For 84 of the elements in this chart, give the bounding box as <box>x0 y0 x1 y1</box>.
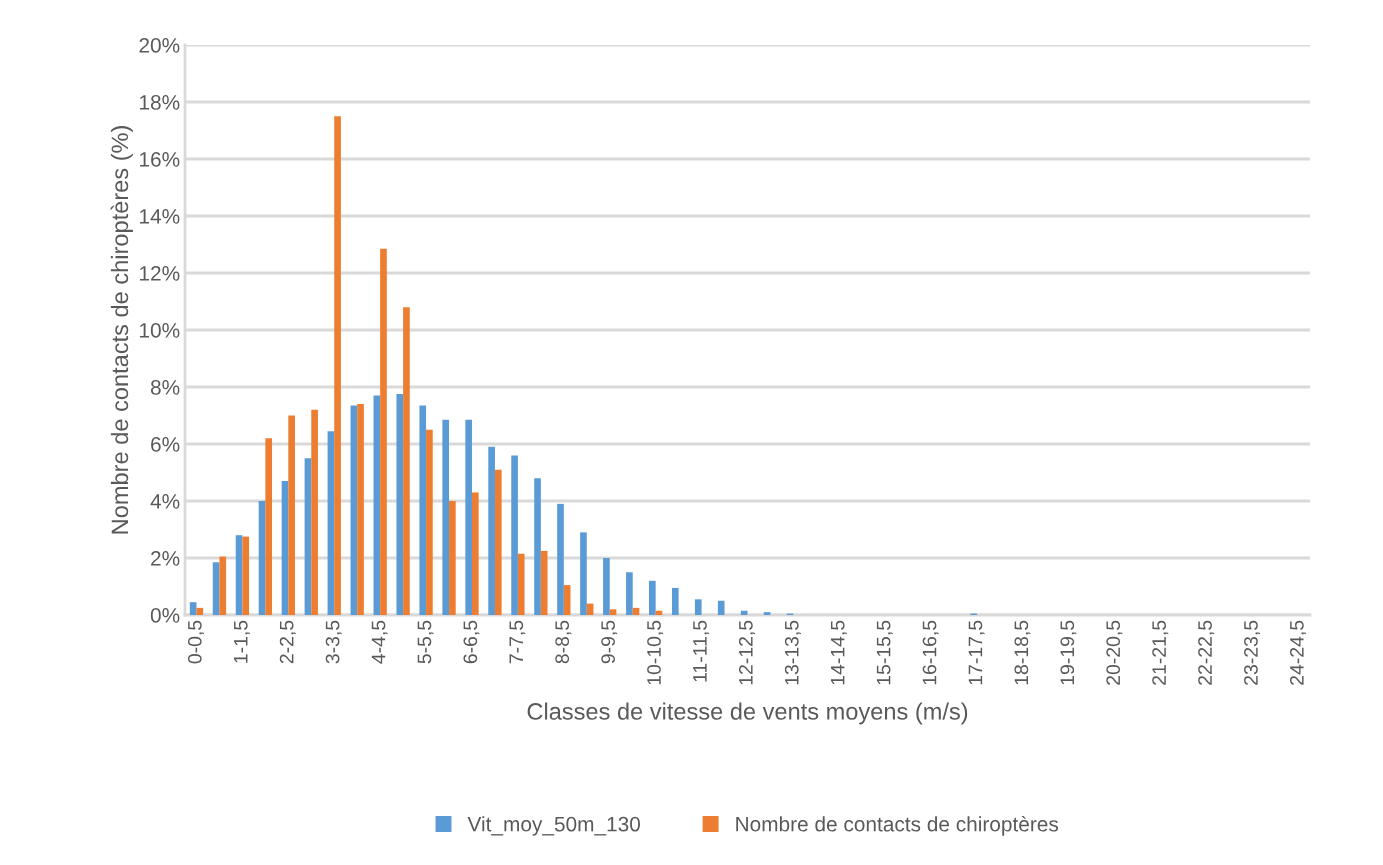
y-tick-label: 6% <box>151 437 180 452</box>
bar <box>219 556 227 615</box>
bar <box>557 503 564 615</box>
x-tick-label: 18-18,5 <box>1014 620 1031 685</box>
y-tick-label: 14% <box>140 209 180 224</box>
x-tick-label: 23-23,5 <box>1244 620 1261 685</box>
y-tick-label: 10% <box>140 323 180 338</box>
x-tick-label: 16-16,5 <box>922 620 939 685</box>
bar <box>671 587 679 615</box>
x-tick-label: 14-14,5 <box>830 620 847 685</box>
x-tick-label: 24-24,5 <box>1289 620 1307 685</box>
x-tick-label: 4-4,5 <box>371 620 388 664</box>
legend-label: Vit_moy_50m_130 <box>467 816 641 836</box>
x-tick-label: 15-15,5 <box>876 620 893 685</box>
y-tick-label: 12% <box>140 266 180 281</box>
x-tick-label: 6-6,5 <box>463 620 480 664</box>
bar <box>396 394 404 615</box>
bar <box>488 446 495 615</box>
x-tick-label: 3-3,5 <box>325 620 342 664</box>
bar <box>265 438 273 615</box>
bar <box>426 429 433 615</box>
bar <box>649 580 656 615</box>
x-tick-label: 0-0,5 <box>187 620 204 664</box>
bar <box>212 562 220 615</box>
y-axis-title: Nombre de contacts de chiroptères (%) <box>110 126 133 534</box>
x-tick-label: 9-9,5 <box>601 620 618 664</box>
bar <box>511 455 518 615</box>
x-tick-label: 11-11,5 <box>693 620 710 682</box>
bar <box>327 431 335 615</box>
bar <box>311 409 318 615</box>
y-tick-label: 16% <box>140 152 180 167</box>
bar <box>465 419 472 615</box>
bar <box>350 405 358 615</box>
bar <box>626 572 633 615</box>
bar <box>603 558 610 615</box>
bar <box>449 501 456 615</box>
y-tick-label: 0% <box>150 608 180 623</box>
bar <box>281 481 289 615</box>
x-tick-label: 13-13,5 <box>784 620 801 685</box>
bar <box>373 395 381 615</box>
legend-label: Nombre de contacts de chiroptères <box>736 815 1059 836</box>
bar <box>517 553 525 615</box>
x-tick-label: 2-2,5 <box>279 620 296 664</box>
y-tick-label: 2% <box>151 551 180 566</box>
x-tick-label: 21-21,5 <box>1152 620 1169 685</box>
bar <box>235 535 243 615</box>
bar <box>580 532 587 615</box>
bar <box>717 600 725 615</box>
x-tick-label: 5-5,5 <box>417 620 434 664</box>
bar <box>471 492 479 615</box>
y-tick-label: 20% <box>139 38 180 53</box>
bar <box>534 478 541 615</box>
x-tick-label: 22-22,5 <box>1198 620 1215 685</box>
bar <box>288 415 295 615</box>
bar <box>334 116 341 615</box>
bar <box>304 458 312 615</box>
y-tick-label: 18% <box>140 95 180 110</box>
x-tick-label: 19-19,5 <box>1060 620 1077 685</box>
bar <box>403 307 410 615</box>
y-tick-label: 8% <box>150 380 180 395</box>
x-axis-title: Classes de vitesse de vents moyens (m/s) <box>527 702 968 725</box>
bar <box>540 550 548 615</box>
bar <box>419 405 427 615</box>
bar <box>242 536 250 615</box>
bar <box>609 609 617 615</box>
y-tick-label: 4% <box>150 494 180 509</box>
x-tick-label: 20-20,5 <box>1106 620 1123 685</box>
bar <box>763 612 771 615</box>
x-tick-label: 8-8,5 <box>555 620 572 664</box>
x-tick-label: 10-10,5 <box>647 620 664 685</box>
x-tick-label: 1-1,5 <box>234 620 250 663</box>
bar <box>442 419 450 615</box>
x-tick-label: 12-12,5 <box>738 620 756 685</box>
bar <box>694 599 702 615</box>
bar <box>380 248 387 615</box>
x-tick-label: 17-17,5 <box>968 620 985 685</box>
bar <box>189 602 197 615</box>
bar <box>740 610 748 615</box>
bar <box>357 404 364 615</box>
x-tick-label: 7-7,5 <box>509 620 526 664</box>
bar <box>258 501 266 615</box>
bar <box>494 469 502 615</box>
bar <box>196 607 204 615</box>
bar <box>563 585 571 615</box>
